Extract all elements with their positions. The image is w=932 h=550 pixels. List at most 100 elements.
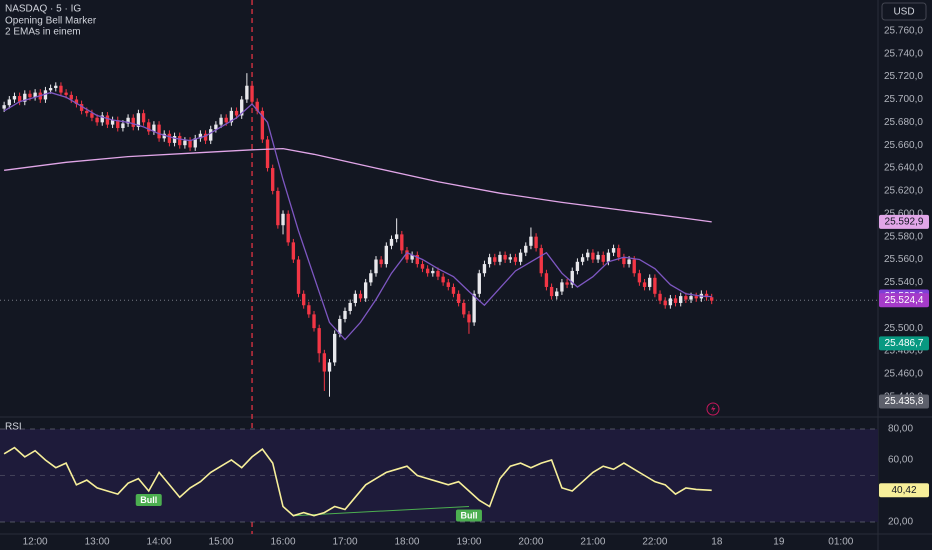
candle-body	[658, 293, 662, 301]
indicator[interactable]: 2 EMAs in einem	[5, 27, 81, 38]
candle-body	[245, 85, 249, 100]
candle-body	[255, 101, 259, 111]
candle-body	[374, 259, 378, 274]
candle-body	[560, 282, 564, 292]
y-tick-label: 25.740,0	[884, 48, 923, 59]
candle-body	[281, 213, 285, 226]
y-tick-label: 25.460,0	[884, 368, 923, 379]
candle-body	[343, 310, 347, 319]
candle-body	[508, 257, 512, 260]
y-tick-label: 25.640,0	[884, 163, 923, 174]
candle-body	[152, 124, 156, 132]
candle-body	[689, 296, 693, 300]
candle-body	[513, 257, 518, 262]
candle-body	[265, 139, 270, 169]
y-tick-label: 25.700,0	[884, 94, 923, 105]
candle-body	[317, 328, 321, 354]
candle-body	[260, 110, 265, 140]
annotation-box	[135, 493, 162, 506]
price-badge	[879, 394, 929, 409]
x-tick-label: 21:00	[580, 537, 605, 548]
candle-body	[116, 120, 120, 129]
y-tick-label: 25.660,0	[884, 140, 923, 151]
candle-body	[338, 318, 342, 334]
candle-body	[518, 252, 523, 262]
candle-body	[694, 296, 698, 299]
candle-body	[327, 362, 332, 372]
candle-body	[369, 273, 373, 283]
value-badge	[879, 483, 929, 498]
candle-body	[105, 115, 110, 125]
price-badge-label: 25.435,8	[885, 396, 924, 407]
candle-body	[23, 93, 27, 102]
candle-body	[193, 138, 197, 148]
candle-body	[472, 293, 476, 323]
candle-body	[64, 92, 68, 95]
candle-body	[632, 259, 636, 274]
symbol[interactable]: NASDAQ · 5 · IG	[5, 4, 81, 15]
candle-body	[95, 117, 99, 123]
candle-body	[617, 248, 621, 258]
alert-icon[interactable]	[711, 405, 716, 413]
x-tick-label: 01:00	[828, 537, 853, 548]
indicator[interactable]: Opening Bell Marker	[5, 16, 97, 27]
candle-body	[441, 276, 445, 283]
candle-body	[451, 286, 456, 294]
candle-body	[28, 93, 32, 98]
x-tick-label: 12:00	[23, 537, 48, 548]
candle-body	[477, 273, 481, 294]
candle-body	[586, 252, 590, 258]
candle-body	[147, 122, 151, 132]
candle-body	[456, 293, 461, 303]
candle-body	[12, 96, 17, 100]
alert-icon[interactable]	[706, 402, 720, 416]
candle-body	[54, 85, 58, 89]
candle-body	[69, 94, 73, 100]
candle-body	[400, 234, 404, 251]
candle-body	[33, 92, 37, 98]
candle-body	[286, 213, 290, 243]
candle-body	[379, 259, 383, 265]
candle-body	[673, 298, 678, 303]
price-badge	[879, 214, 929, 229]
candle-body	[322, 353, 327, 372]
candle-body	[48, 88, 53, 91]
price-badge-label: 25.592,9	[885, 217, 924, 228]
candle-body	[332, 333, 337, 363]
candle-body	[59, 85, 63, 93]
annotation-label: Bull	[460, 510, 477, 520]
candle-body	[234, 110, 239, 116]
annotation-label: Bull	[140, 495, 157, 505]
candle-body	[312, 314, 316, 329]
candle-body	[431, 270, 435, 274]
candle-body	[591, 252, 595, 260]
price-badge-label: 25.524,4	[885, 295, 924, 306]
y-tick-label: 20,00	[888, 517, 913, 528]
candle-body	[7, 99, 11, 106]
x-tick-label: 18:00	[394, 537, 419, 548]
ema-line	[4, 147, 712, 223]
candle-body	[85, 110, 89, 114]
y-tick-label: 60,00	[888, 455, 913, 466]
y-tick-label: 25.620,0	[884, 186, 923, 197]
candle-body	[684, 296, 688, 300]
candle-body	[198, 133, 203, 139]
candle-body	[172, 136, 177, 143]
candle-body	[296, 259, 301, 294]
candle-body	[209, 129, 213, 141]
candle-body	[394, 234, 399, 239]
candle-body	[203, 133, 208, 141]
candle-body	[291, 242, 296, 260]
currency-button[interactable]	[881, 2, 927, 21]
candle-body	[302, 293, 306, 306]
candle-body	[663, 300, 667, 306]
x-tick-label: 13:00	[85, 537, 110, 548]
candle-body	[224, 117, 228, 123]
annotation-box	[455, 509, 482, 522]
candle-body	[167, 133, 172, 143]
rsi-pane: RSI 80,00 60,00 20,00 12:00 13:00 14:00 15:00 16…	[0, 422, 929, 548]
y-tick-label: 25.600,0	[884, 208, 923, 219]
currency[interactable]: USD	[893, 7, 914, 18]
value-badge-label: 40,42	[891, 485, 916, 496]
candle-body	[188, 140, 192, 148]
